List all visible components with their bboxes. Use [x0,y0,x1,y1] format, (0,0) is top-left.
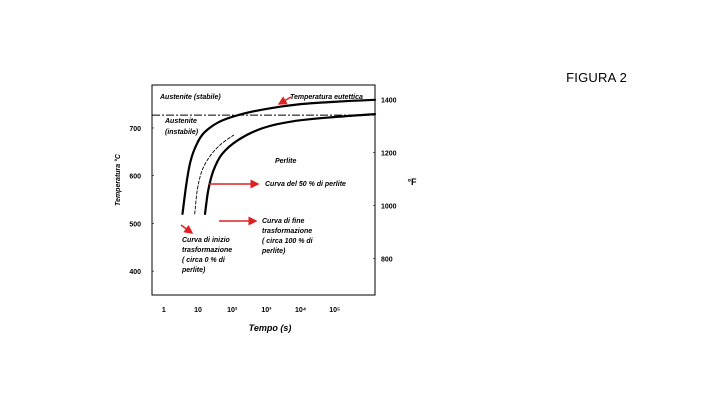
label-end-curve-3: ( circa 100 % di [262,238,314,245]
label-austenite-stable: Austenite (stabile) [159,94,221,101]
y-axis-label-left: Temperatura °C [114,153,122,206]
arrow-eutectic [277,96,292,105]
label-austenite-unstable-2: (instabile) [165,129,199,136]
y-tick-label-left: 700 [129,126,141,133]
arrow-start-curve [180,224,194,234]
x-tick-label: 10² [227,307,238,314]
x-tick-label: 1 [162,307,166,314]
x-axis-label: Tempo (s) [249,323,292,333]
x-tick-label: 10 [194,307,202,314]
curve-50-percent [194,134,235,215]
x-tick-label: 10⁴ [295,307,307,314]
x-tick-label: 10³ [261,307,272,314]
label-start-curve-3: ( circa 0 % di [182,257,226,264]
label-start-curve-2: trasformazione [182,247,232,254]
y-axis-label-right: °F [407,177,417,187]
label-start-curve-4: perlite) [181,267,206,274]
label-perlite: Perlite [275,158,297,165]
label-end-curve-4: perlite) [261,248,286,255]
label-end-curve-1: Curva di fine [262,218,305,225]
label-curve-50: Curva del 50 % di perlite [265,181,346,188]
y-tick-label-right: 1400 [381,97,397,104]
figure-label: FIGURA 2 [566,70,627,85]
y-tick-label-left: 400 [129,269,141,276]
y-tick-label-left: 500 [129,221,141,228]
plot-frame [151,84,376,296]
y-tick-label-left: 600 [129,174,141,181]
y-tick-label-right: 1200 [381,150,397,157]
curve-start-transformation [181,98,377,215]
label-eutectic: Temperatura eutettica [290,94,363,101]
label-end-curve-2: trasformazione [262,228,312,235]
label-austenite-unstable-1: Austenite [164,118,197,125]
x-tick-label: 10⁵ [329,307,340,314]
y-tick-label-right: 800 [381,256,393,263]
label-start-curve-1: Curva di inizio [182,237,231,244]
y-tick-label-right: 1000 [381,203,397,210]
